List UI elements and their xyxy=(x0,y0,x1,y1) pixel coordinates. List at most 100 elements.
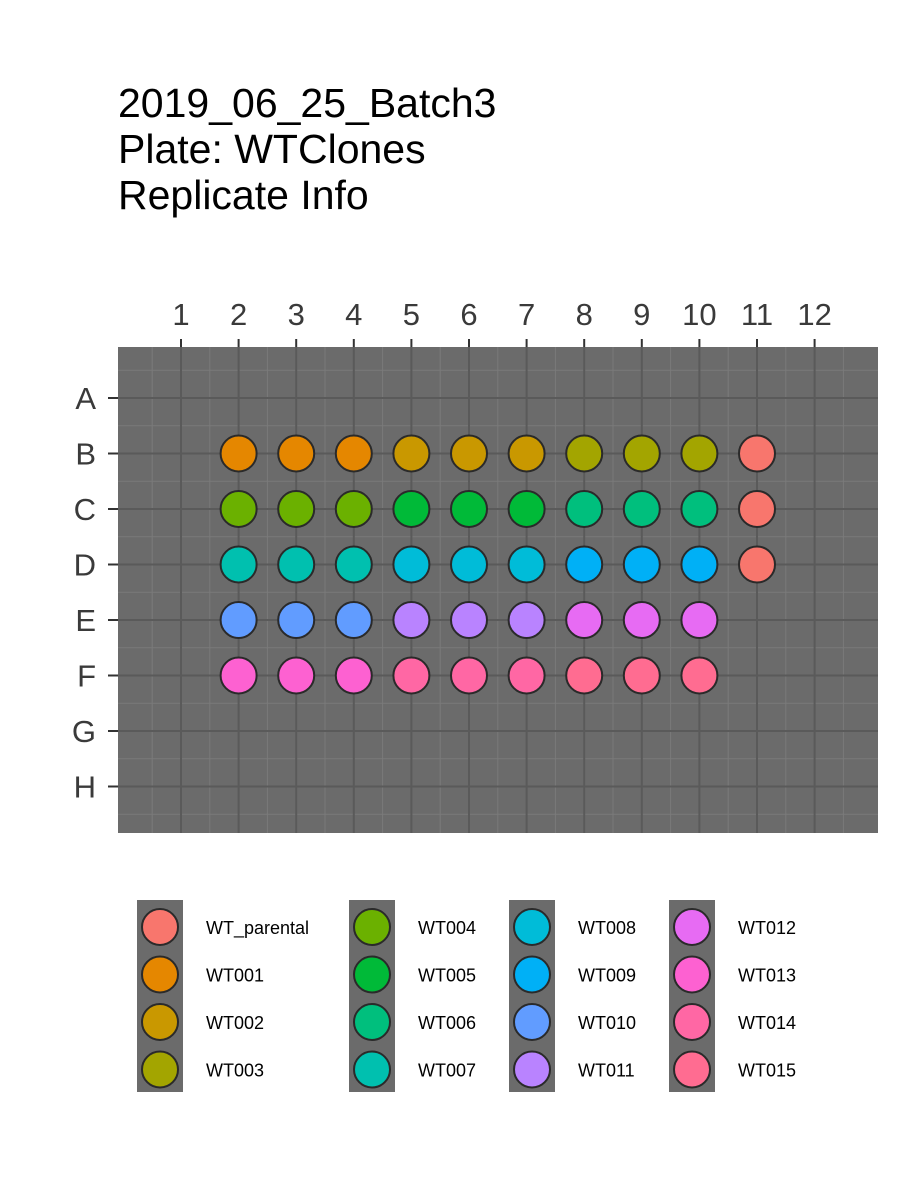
legend-label: WT012 xyxy=(738,918,796,938)
legend-swatch xyxy=(673,1003,711,1041)
well-point-B3 xyxy=(277,434,316,473)
x-tick-label: 6 xyxy=(460,297,477,332)
legend-label: WT011 xyxy=(578,1061,635,1081)
legend-swatch xyxy=(513,1050,551,1089)
well-point-F5 xyxy=(392,656,431,695)
well-point-C8 xyxy=(565,490,604,528)
legend-swatch xyxy=(353,1050,391,1089)
x-tick-label: 2 xyxy=(230,297,247,332)
legend-swatch xyxy=(141,908,179,946)
legend-swatch xyxy=(673,908,711,946)
legend-swatch xyxy=(673,1050,711,1089)
y-tick-label: G xyxy=(72,714,96,749)
well-point-D7 xyxy=(507,545,546,584)
legend-swatch xyxy=(141,1050,179,1089)
chart-subtitle-info: Replicate Info xyxy=(118,172,369,218)
legend-label: WT009 xyxy=(578,966,636,986)
y-tick-label: D xyxy=(74,548,96,583)
legend-swatch xyxy=(141,1003,179,1041)
well-point-C11 xyxy=(738,490,776,528)
legend-swatch xyxy=(513,908,551,946)
legend-swatch xyxy=(513,1003,551,1041)
well-point-E10 xyxy=(680,601,719,639)
well-point-D4 xyxy=(334,545,373,584)
legend-label: WT015 xyxy=(738,1061,796,1081)
well-point-E5 xyxy=(392,601,431,639)
well-point-B6 xyxy=(450,434,488,473)
x-tick-label: 11 xyxy=(741,297,773,332)
well-point-C5 xyxy=(392,490,431,528)
well-point-F2 xyxy=(219,656,258,695)
well-point-D10 xyxy=(680,545,719,584)
x-tick-label: 7 xyxy=(518,297,535,332)
x-tick-label: 4 xyxy=(345,297,362,332)
well-point-B4 xyxy=(334,434,373,473)
well-point-B9 xyxy=(622,434,661,473)
well-point-F8 xyxy=(565,656,604,695)
well-point-F3 xyxy=(277,656,316,695)
legend-label: WT_parental xyxy=(206,918,309,939)
legend-label: WT006 xyxy=(418,1013,476,1033)
legend-label: WT008 xyxy=(578,918,636,938)
well-point-D11 xyxy=(738,545,776,584)
legend-label: WT004 xyxy=(418,918,476,938)
y-tick-label: A xyxy=(75,381,96,416)
well-point-E2 xyxy=(219,601,258,639)
legend-swatch xyxy=(353,908,391,946)
well-point-D5 xyxy=(392,545,431,584)
legend-label: WT003 xyxy=(206,1061,264,1081)
chart-title: 2019_06_25_Batch3 xyxy=(118,80,497,126)
y-tick-label: E xyxy=(75,603,96,638)
x-tick-label: 9 xyxy=(633,297,650,332)
well-point-B7 xyxy=(507,434,546,473)
legend-label: WT005 xyxy=(418,966,476,986)
well-point-E7 xyxy=(507,601,546,639)
well-point-B2 xyxy=(219,434,258,473)
x-tick-label: 3 xyxy=(288,297,305,332)
well-point-D6 xyxy=(450,545,488,584)
well-point-E4 xyxy=(334,601,373,639)
well-point-C10 xyxy=(680,490,719,528)
legend-label: WT014 xyxy=(738,1013,796,1033)
well-point-B5 xyxy=(392,434,431,473)
well-point-C9 xyxy=(622,490,661,528)
well-point-F7 xyxy=(507,656,546,695)
x-tick-label: 5 xyxy=(403,297,420,332)
well-point-F4 xyxy=(334,656,373,695)
well-point-F9 xyxy=(622,656,661,695)
legend-label: WT002 xyxy=(206,1013,264,1033)
well-point-D9 xyxy=(622,545,661,584)
legend-label: WT007 xyxy=(418,1061,476,1081)
y-tick-label: B xyxy=(75,437,96,472)
legend-swatch xyxy=(353,955,391,994)
well-point-B8 xyxy=(565,434,604,473)
legend-swatch xyxy=(673,955,711,994)
legend-label: WT013 xyxy=(738,966,796,986)
legend-label: WT001 xyxy=(206,966,264,986)
well-point-B11 xyxy=(738,434,776,473)
well-point-E3 xyxy=(277,601,316,639)
legend-swatch xyxy=(513,955,551,994)
well-point-E9 xyxy=(622,601,661,639)
x-tick-label: 10 xyxy=(682,297,716,332)
well-point-D8 xyxy=(565,545,604,584)
x-tick-label: 12 xyxy=(797,297,831,332)
well-point-C2 xyxy=(219,490,258,528)
well-point-C6 xyxy=(450,490,488,528)
well-point-D2 xyxy=(219,545,258,584)
well-point-B10 xyxy=(680,434,719,473)
well-point-C4 xyxy=(334,490,373,528)
well-point-C7 xyxy=(507,490,546,528)
y-tick-label: C xyxy=(74,492,96,527)
x-tick-label: 1 xyxy=(172,297,189,332)
well-point-E6 xyxy=(450,601,488,639)
well-point-D3 xyxy=(277,545,316,584)
legend-label: WT010 xyxy=(578,1013,636,1033)
well-point-C3 xyxy=(277,490,316,528)
chart-subtitle-plate: Plate: WTClones xyxy=(118,126,426,172)
y-tick-label: H xyxy=(74,770,96,805)
legend-swatch xyxy=(141,955,179,994)
well-point-F6 xyxy=(450,656,488,695)
